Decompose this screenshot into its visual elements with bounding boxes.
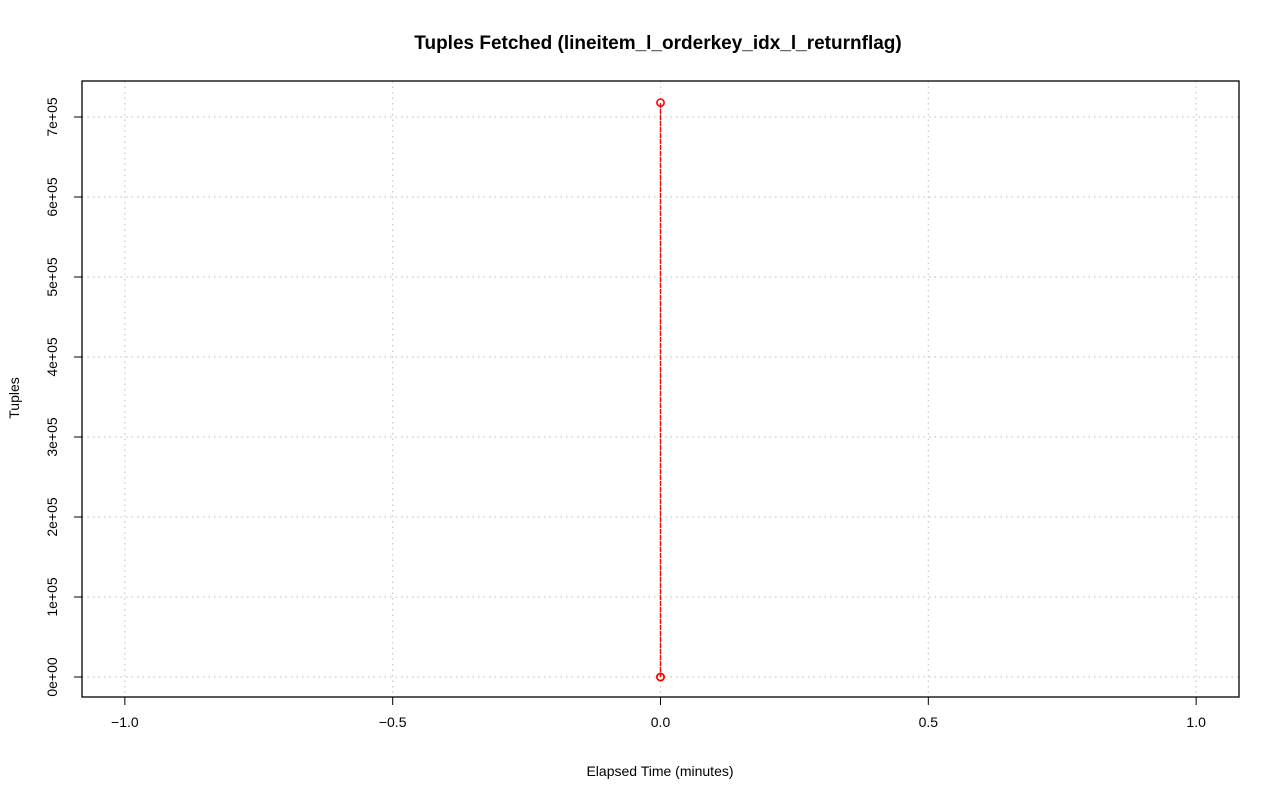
x-tick-label: −0.5 bbox=[379, 714, 407, 730]
series-layer bbox=[656, 98, 665, 682]
chart-title: Tuples Fetched (lineitem_l_orderkey_idx_… bbox=[414, 33, 901, 54]
y-tick-label: 6e+05 bbox=[44, 177, 60, 217]
data-point bbox=[656, 98, 665, 107]
y-tick-label: 7e+05 bbox=[44, 97, 60, 137]
y-tick-label: 3e+05 bbox=[44, 417, 60, 457]
y-axis-label: Tuples bbox=[6, 377, 22, 419]
x-tick-label: −1.0 bbox=[111, 714, 139, 730]
x-tick-label: 0.0 bbox=[651, 714, 671, 730]
x-axis-label: Elapsed Time (minutes) bbox=[586, 763, 733, 779]
x-tick-label: 1.0 bbox=[1186, 714, 1206, 730]
y-tick-label: 0e+00 bbox=[44, 657, 60, 697]
y-tick-label: 2e+05 bbox=[44, 497, 60, 537]
x-tick-label: 0.5 bbox=[919, 714, 939, 730]
axis-ticks: −1.0 −0.5 0.0 0.5 1.0 0e+00 1e+05 2e+05 3e+05 4e+… bbox=[44, 97, 1206, 730]
y-tick-label: 1e+05 bbox=[44, 577, 60, 617]
y-tick-label: 4e+05 bbox=[44, 337, 60, 377]
data-point bbox=[656, 672, 665, 682]
y-tick-label: 5e+05 bbox=[44, 257, 60, 297]
